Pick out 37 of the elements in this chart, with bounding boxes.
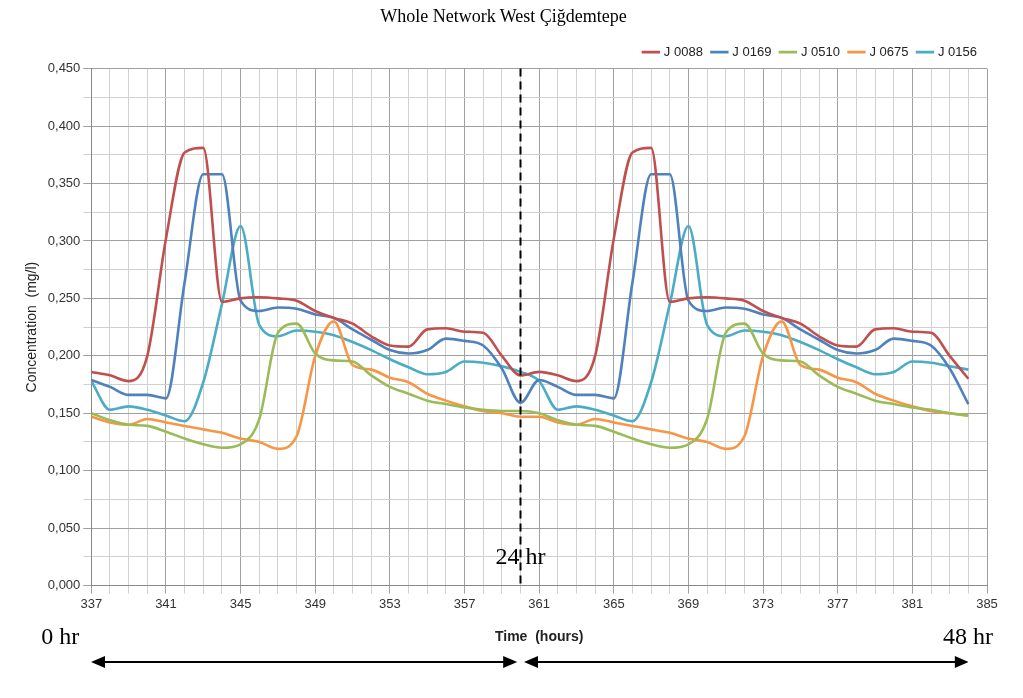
y-tick-label: 0,050	[47, 519, 81, 535]
legend-label: J 0156	[937, 43, 978, 59]
x-tick-label: 373	[752, 595, 774, 611]
line-series	[91, 146, 970, 383]
x-tick-label: 365	[602, 595, 625, 611]
legend-label: J 0675	[869, 43, 909, 59]
y-tick-label: 0,300	[47, 232, 81, 248]
line-series	[91, 224, 970, 423]
x-tick-label: 377	[826, 595, 849, 611]
y-tick-label: 0,250	[47, 289, 81, 305]
y-tick-label: 0,450	[47, 60, 81, 76]
text: 48 hr	[943, 622, 993, 649]
x-tick-label: 385	[976, 595, 998, 611]
x-tick-label: 369	[677, 595, 700, 611]
x-tick-label: 341	[155, 595, 177, 611]
x-tick-label: 353	[379, 595, 401, 611]
y-tick-label: 0,150	[47, 404, 81, 420]
y-tick-label: 0,400	[47, 117, 81, 133]
legend-label: J 0088	[663, 43, 703, 59]
y-tick-label: 0,350	[47, 175, 81, 191]
legend-label: J 0510	[800, 43, 840, 59]
legend-label: J 0169	[732, 43, 772, 59]
x-tick-label: 345	[229, 595, 252, 611]
x-tick-label: 381	[901, 595, 924, 611]
y-tick-label: 0,000	[47, 577, 81, 593]
y-axis-title: Concentration (mg/l)	[23, 261, 40, 393]
x-tick-label: 337	[80, 595, 103, 611]
x-tick-label: 349	[304, 595, 327, 611]
text: 0 hr	[41, 622, 80, 649]
x-tick-label: 357	[453, 595, 476, 611]
y-tick-label: 0,200	[47, 347, 81, 363]
x-tick-label: 361	[528, 595, 551, 611]
chart-title: Whole Network West Çiğdemtepe	[380, 5, 627, 26]
y-tick-label: 0,100	[47, 462, 81, 478]
line-series	[91, 173, 970, 406]
x-axis-title: Time (hours)	[494, 628, 584, 645]
ref-line-label: 24 hr	[495, 542, 546, 569]
